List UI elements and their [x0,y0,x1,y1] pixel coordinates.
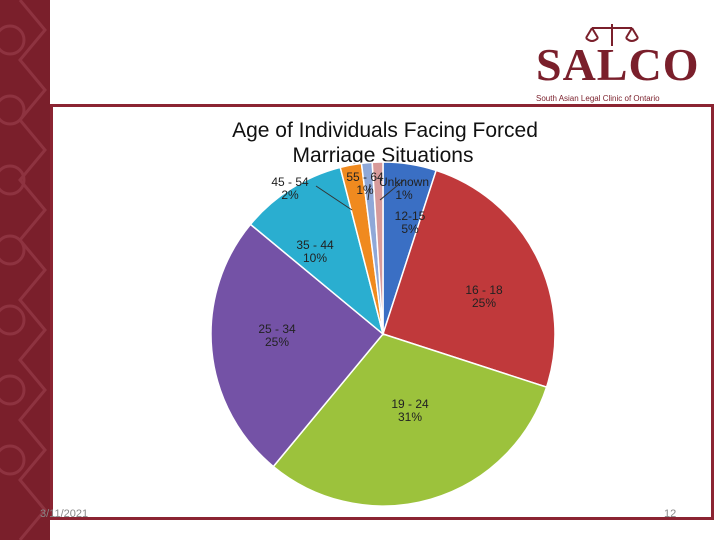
pie-slice-16-18 [382,169,556,389]
slice-label-percent: 10% [303,251,327,265]
slice-label-percent: 25% [472,296,496,310]
chart-title-line-1: Age of Individuals Facing Forced [232,119,538,142]
pie-slice-19-24 [272,333,548,507]
pie-slice-unknown [371,161,384,335]
logo-wordmark: SALCO [536,39,700,90]
slice-label-category: 12-15 [395,209,426,223]
slice-label-percent: 1% [356,183,374,197]
footer-page-number: 12 [664,508,677,520]
slice-label-percent: 25% [265,335,289,349]
leader-line [379,179,405,201]
logo-subtitle: South Asian Legal Clinic of Ontario [536,94,660,103]
decorative-side-band [0,0,50,540]
slice-label-category: 35 - 44 [296,238,334,252]
chart-title-line-2: Marriage Situations [293,144,474,167]
footer-date: 3/11/2021 [40,508,89,520]
leader-line [367,183,371,201]
slice-label-category: 16 - 18 [465,283,503,297]
slice-label-category: 25 - 34 [258,322,296,336]
slice-label-category: 19 - 24 [391,397,429,411]
salco-logo: SALCO South Asian Legal Clinic of Ontari… [532,22,702,103]
slice-label-category: Unknown [379,175,429,189]
slice-label-percent: 31% [398,410,422,424]
pie-slice-25-34 [210,223,385,468]
slice-label-percent: 1% [395,188,413,202]
slice-label-percent: 5% [401,222,419,236]
slice-label-category: 55 - 64 [346,170,384,184]
slice-label-category: 45 - 54 [271,175,309,189]
slice-label-percent: 2% [281,188,299,202]
pattern-icon [0,0,47,540]
scales-of-justice-icon [585,24,639,46]
leader-line [315,185,353,211]
